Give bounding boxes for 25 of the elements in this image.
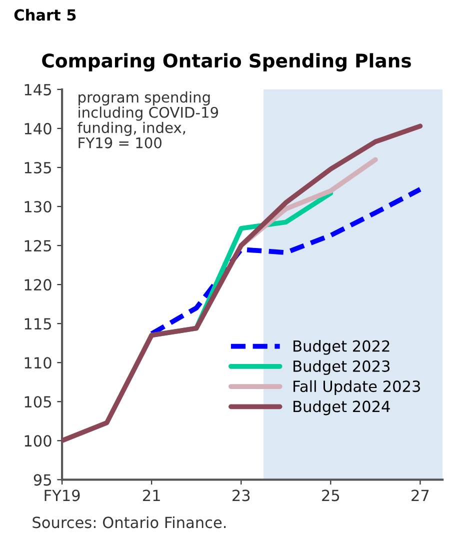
y-tick-label: 135	[24, 162, 52, 174]
source-note: Sources: Ontario Finance.	[32, 516, 226, 528]
chart-title: Comparing Ontario Spending Plans	[42, 53, 411, 72]
y-tick-label: 105	[24, 396, 52, 408]
y-tick-label: 125	[24, 240, 52, 252]
legend-label: Budget 2022	[294, 340, 390, 355]
line-series	[62, 124, 423, 444]
x-tick-label: 21	[142, 490, 160, 501]
x-tick-label: 25	[322, 490, 340, 502]
legend-label: Budget 2024	[294, 400, 390, 416]
y-tick-label: 140	[24, 122, 52, 134]
x-tick-label: FY19	[44, 490, 80, 502]
y-tick-label: 110	[24, 357, 52, 369]
legend-label: Fall Update 2023	[294, 380, 420, 396]
y-tick-label: 115	[24, 318, 52, 330]
x-tick-label: 27	[412, 490, 429, 501]
y-tick-label: 145	[24, 84, 52, 96]
y-tick-label: 120	[24, 279, 52, 291]
x-tick-label: 23	[232, 490, 250, 502]
legend-label: Budget 2023	[294, 360, 390, 375]
annotation: program spending including COVID-19 funding, index, FY19 = 100	[78, 91, 218, 148]
y-tick-label: 100	[24, 435, 52, 447]
caption: Chart 5	[14, 8, 76, 21]
y-tick-label: 95	[34, 474, 52, 486]
y-tick-label: 130	[24, 200, 52, 213]
